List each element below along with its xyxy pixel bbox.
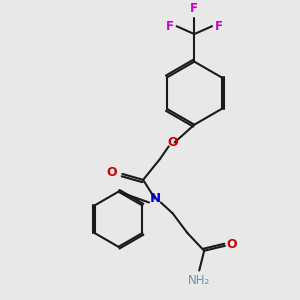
Text: O: O — [107, 167, 118, 179]
Text: O: O — [167, 136, 178, 149]
Text: F: F — [215, 20, 223, 33]
Text: N: N — [149, 192, 161, 205]
Text: F: F — [166, 20, 174, 33]
Text: O: O — [227, 238, 237, 251]
Text: F: F — [190, 2, 198, 15]
Text: NH₂: NH₂ — [188, 274, 210, 287]
